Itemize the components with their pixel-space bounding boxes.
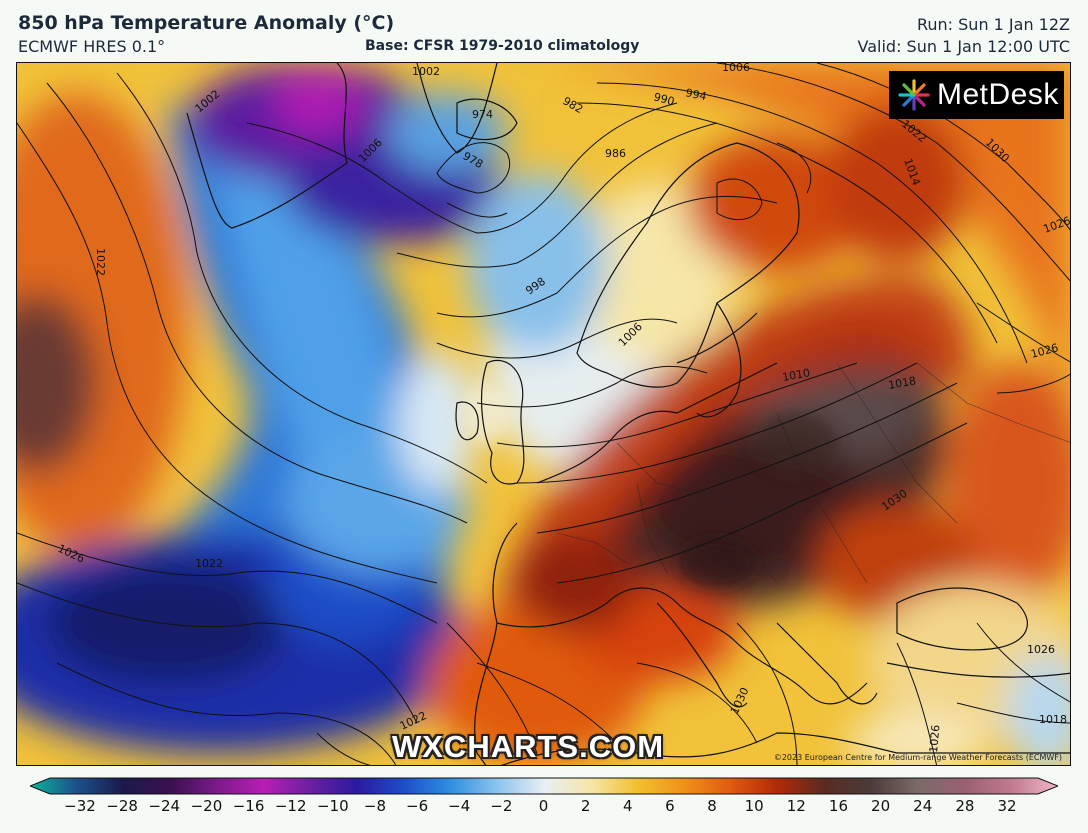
anomaly-field: 1002 974 982 990 994 1006 986 978 1022 1…	[17, 63, 1070, 765]
isobar-label: 1026	[927, 724, 942, 753]
isobar-label: 974	[472, 108, 493, 121]
sunburst-icon	[898, 79, 930, 111]
colorbar-ticks: −32 −28 −24 −20 −16 −12 −10 −8 −6 −4 −2 0 2 4 6 8 10 12 16…	[0, 797, 1088, 821]
colorbar-tick-label: 24	[913, 797, 933, 815]
isobar-label: 1026	[1027, 643, 1055, 656]
colorbar-tick-label: 12	[786, 797, 806, 815]
isobar-label: 1022	[195, 557, 223, 570]
valid-time-label: Valid: Sun 1 Jan 12:00 UTC	[857, 37, 1070, 56]
isobar-labels: 1002 974 982 990 994 1006 986 978 1022 1…	[56, 63, 1070, 753]
colorbar-tick-label: −24	[148, 797, 181, 815]
colorbar-tick-label: 32	[997, 797, 1017, 815]
isobar-label: 1022	[94, 248, 107, 276]
isobar-label: 1006	[722, 63, 750, 74]
run-time-label: Run: Sun 1 Jan 12Z	[916, 15, 1070, 34]
isobar-label: 1010	[781, 366, 811, 384]
colorbar-tick-label: −2	[490, 797, 513, 815]
colorbar-tick-label: −32	[64, 797, 96, 815]
isobar-label: 1002	[412, 65, 440, 78]
colorbar-tick-label: −28	[106, 797, 138, 815]
watermark: WXCHARTS.COM	[392, 729, 665, 764]
base-climatology-label: Base: CFSR 1979-2010 climatology	[365, 38, 640, 54]
colorbar-tick-label: −16	[232, 797, 265, 815]
isobar-label: 1018	[887, 374, 917, 392]
colorbar-tick-label: 0	[538, 797, 549, 815]
model-label: ECMWF HRES 0.1°	[18, 37, 166, 56]
isobars	[17, 63, 1070, 765]
colorbar-tick-label: 28	[955, 797, 975, 815]
colorbar-tick-label: 16	[828, 797, 848, 815]
anomaly-map[interactable]: 1002 974 982 990 994 1006 986 978 1022 1…	[16, 62, 1071, 766]
isobar-label: 986	[605, 147, 626, 160]
metdesk-logo: MetDesk	[889, 71, 1064, 119]
colorbar-tick-label: −12	[274, 797, 307, 815]
colorbar-tick-label: −20	[190, 797, 223, 815]
colorbar-tick-label: −4	[448, 797, 471, 815]
colorbar-tick-label: 4	[622, 797, 633, 815]
copyright-credit: ©2023 European Centre for Medium-range W…	[773, 753, 1062, 762]
colorbar-tick-label: −10	[316, 797, 349, 815]
isobar-label: 990	[652, 90, 676, 108]
colorbar	[30, 777, 1058, 795]
colorbar-tick-label: −8	[363, 797, 387, 815]
colorbar-tick-label: 20	[871, 797, 891, 815]
colorbar-tick-label: 8	[707, 797, 717, 815]
colorbar-tick-label: 6	[665, 797, 675, 815]
country-borders	[556, 362, 1070, 584]
isobar-label: 1018	[1039, 713, 1067, 726]
colorbar-tick-label: 2	[580, 797, 591, 815]
colorbar-tick-label: −6	[406, 797, 429, 815]
colorbar-tick-label: 10	[744, 797, 764, 815]
map-title: 850 hPa Temperature Anomaly (°C)	[18, 12, 395, 34]
logo-text: MetDesk	[937, 78, 1059, 111]
isobar-label: 994	[684, 86, 707, 103]
